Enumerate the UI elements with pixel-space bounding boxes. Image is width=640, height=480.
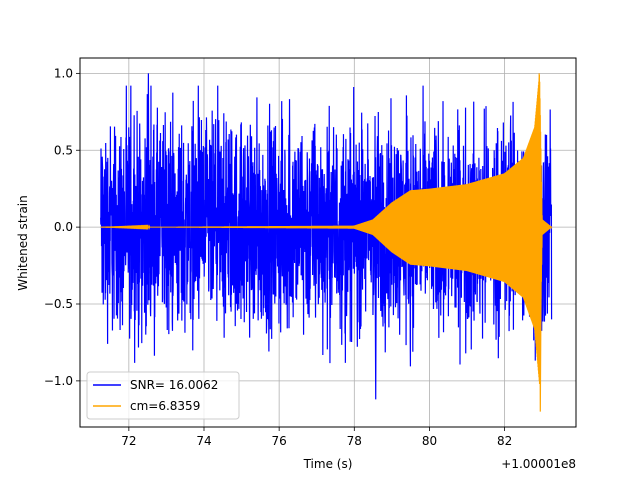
x-tick-label: 76	[272, 434, 287, 448]
y-tick-label: −0.5	[44, 297, 73, 311]
x-tick-label: 74	[196, 434, 211, 448]
axes-frame	[79, 57, 577, 428]
y-tick-label: 0.0	[54, 220, 73, 234]
x-axis-offset-label: +1.00001e8	[501, 457, 576, 471]
legend: SNR= 16.0062 cm=6.8359	[86, 371, 240, 420]
x-axis-ticks: 72 74 76 78 80 82	[121, 427, 512, 448]
legend-label-snr: SNR= 16.0062	[130, 378, 218, 392]
y-axis-label: Whitened strain	[16, 195, 30, 291]
x-tick-label: 72	[121, 434, 136, 448]
x-tick-label: 82	[497, 434, 512, 448]
x-axis-label: Time (s)	[303, 457, 353, 471]
x-tick-label: 80	[422, 434, 437, 448]
x-tick-label: 78	[347, 434, 362, 448]
legend-box	[86, 371, 240, 420]
y-tick-label: −1.0	[44, 374, 73, 388]
legend-label-cm: cm=6.8359	[130, 399, 200, 413]
y-axis-ticks: 1.0 0.5 0.0 −0.5 −1.0	[44, 66, 80, 388]
y-tick-label: 0.5	[54, 143, 73, 157]
plot-area	[100, 73, 553, 412]
series-cm-line	[100, 73, 552, 412]
y-tick-label: 1.0	[54, 66, 73, 80]
